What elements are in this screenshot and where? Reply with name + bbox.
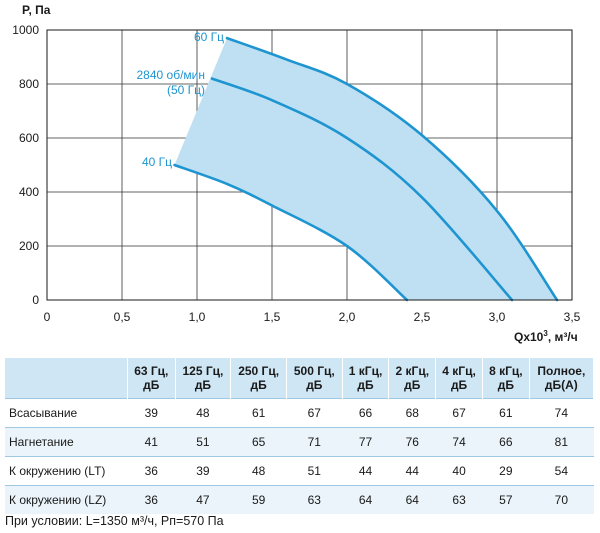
row-label: К окружению (LT) bbox=[5, 456, 128, 486]
table-cell: 36 bbox=[127, 456, 176, 486]
x-tick-label: 3,5 bbox=[564, 310, 581, 324]
y-tick-label: 600 bbox=[19, 131, 39, 145]
table-cell: 57 bbox=[482, 485, 530, 514]
table-cell: 66 bbox=[482, 427, 530, 457]
x-axis-label: Qx103, м³/ч bbox=[514, 329, 578, 344]
table-cell: 74 bbox=[529, 398, 594, 428]
table-cell: 66 bbox=[342, 398, 389, 428]
curve-2 bbox=[173, 163, 409, 302]
table-cell: 39 bbox=[127, 398, 176, 428]
table-cell: 44 bbox=[388, 456, 436, 486]
x-tick-label: 2,0 bbox=[339, 310, 356, 324]
table-cell: 51 bbox=[175, 427, 231, 457]
table-row: К окружению (LZ) 36 47 59 63 64 64 63 57 70 bbox=[5, 485, 594, 514]
conditions-note: При условии: L=1350 м³/ч, Рп=570 Па bbox=[5, 514, 224, 528]
column-header: 500 Гц, дБ bbox=[286, 358, 343, 399]
header-corner bbox=[5, 358, 128, 399]
operating-area bbox=[174, 38, 557, 300]
table-cell: 36 bbox=[127, 485, 176, 514]
table-cell: 70 bbox=[529, 485, 594, 514]
column-header: 8 кГц, дБ bbox=[482, 358, 530, 399]
label-60hz: 60 Гц bbox=[194, 30, 224, 44]
table-cell: 48 bbox=[175, 398, 231, 428]
table-cell: 51 bbox=[286, 456, 343, 486]
column-header: 2 кГц, дБ bbox=[388, 358, 437, 399]
curve-1 bbox=[210, 77, 514, 302]
plot-frame bbox=[46, 29, 573, 301]
x-tick-label: 1,0 bbox=[189, 310, 206, 324]
x-tick-label: 3,0 bbox=[489, 310, 506, 324]
table-cell: 67 bbox=[286, 398, 343, 428]
y-tick-label: 800 bbox=[19, 77, 39, 91]
table-cell: 81 bbox=[529, 427, 594, 457]
column-header: Полное, дБ(А) bbox=[529, 358, 595, 399]
x-tick-label: 0,5 bbox=[114, 310, 131, 324]
table-cell: 39 bbox=[175, 456, 231, 486]
table-cell: 61 bbox=[230, 398, 287, 428]
table-cell: 61 bbox=[482, 398, 530, 428]
table-cell: 41 bbox=[127, 427, 176, 457]
table-cell: 63 bbox=[286, 485, 343, 514]
y-tick-label: 400 bbox=[19, 185, 39, 199]
table-body: Всасывание 39 48 61 67 66 68 67 61 74 Нагнетание 41… bbox=[5, 398, 594, 514]
y-tick-label: 1000 bbox=[12, 23, 39, 37]
table-row: Всасывание 39 48 61 67 66 68 67 61 74 bbox=[5, 398, 594, 428]
table-cell: 74 bbox=[435, 427, 483, 457]
column-header: 63 Гц, дБ bbox=[127, 358, 176, 399]
table-cell: 77 bbox=[342, 427, 389, 457]
table-cell: 65 bbox=[230, 427, 287, 457]
table-cell: 63 bbox=[435, 485, 483, 514]
label-2840rpm: 2840 об/мин bbox=[137, 68, 206, 82]
table-cell: 71 bbox=[286, 427, 343, 457]
x-tick-label: 2,5 bbox=[414, 310, 431, 324]
table-header-row: 63 Гц, дБ 125 Гц, дБ 250 Гц, дБ 500 Гц, дБ 1 кГц… bbox=[5, 358, 595, 399]
column-header: 4 кГц, дБ bbox=[435, 358, 483, 399]
table-cell: 40 bbox=[435, 456, 483, 486]
table-row: К окружению (LT) 36 39 48 51 44 44 40 29 54 bbox=[5, 456, 594, 486]
row-label: К окружению (LZ) bbox=[5, 485, 128, 514]
table-cell: 47 bbox=[175, 485, 231, 514]
column-header: 250 Гц, дБ bbox=[230, 358, 287, 399]
table-cell: 64 bbox=[342, 485, 389, 514]
table-row: Нагнетание 41 51 65 71 77 76 74 66 81 bbox=[5, 427, 594, 457]
column-header: 125 Гц, дБ bbox=[175, 358, 232, 399]
curve-0 bbox=[225, 36, 559, 302]
table-cell: 68 bbox=[388, 398, 436, 428]
table-cell: 64 bbox=[388, 485, 436, 514]
y-tick-label: 0 bbox=[32, 293, 39, 307]
x-tick-label: 0 bbox=[44, 310, 51, 324]
fan-performance-chart: 0 0,5 1,0 1,5 2,0 2,5 3,0 3,502004006008001000 … bbox=[12, 3, 580, 344]
label-40hz: 40 Гц bbox=[142, 155, 172, 169]
x-tick-label: 1,5 bbox=[264, 310, 281, 324]
axis-ticks: 0 0,5 1,0 1,5 2,0 2,5 3,0 3,5 0 200 400 600 800 1000 bbox=[12, 23, 580, 324]
noise-table: 63 Гц, дБ 125 Гц, дБ 250 Гц, дБ 500 Гц, дБ 1 кГц… bbox=[5, 358, 595, 514]
table-cell: 59 bbox=[230, 485, 287, 514]
table-cell: 44 bbox=[342, 456, 389, 486]
table-cell: 76 bbox=[388, 427, 436, 457]
row-label: Всасывание bbox=[5, 398, 128, 428]
table-cell: 67 bbox=[435, 398, 483, 428]
pressure-curves bbox=[173, 36, 559, 302]
table-cell: 54 bbox=[529, 456, 594, 486]
y-axis-label: P, Па bbox=[22, 3, 51, 17]
table-cell: 29 bbox=[482, 456, 530, 486]
row-label: Нагнетание bbox=[5, 427, 128, 457]
column-header: 1 кГц, дБ bbox=[342, 358, 390, 399]
label-50hz: (50 Гц) bbox=[167, 83, 205, 97]
table-cell: 48 bbox=[230, 456, 287, 486]
y-tick-label: 200 bbox=[19, 239, 39, 253]
